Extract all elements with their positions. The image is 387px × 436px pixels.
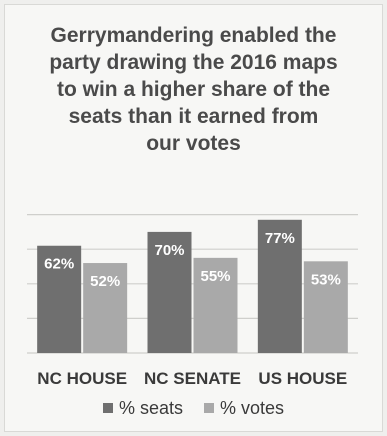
legend-swatch-seats <box>102 403 113 413</box>
bar-seats <box>257 219 302 353</box>
legend-swatch-votes <box>204 403 214 413</box>
title-line: our votes <box>146 132 241 155</box>
legend-item-votes: % votes <box>204 398 284 419</box>
bar-votes <box>83 263 128 353</box>
data-label: 62% <box>44 256 74 273</box>
data-label: 70% <box>154 242 184 259</box>
x-tick-label: NC SENATE <box>144 369 241 388</box>
title-line: party drawing the 2016 maps <box>49 51 338 74</box>
bar-votes <box>193 257 238 353</box>
title-line: to win a higher share of the <box>56 78 331 101</box>
legend-label-seats: % seats <box>118 398 183 418</box>
data-label: 55% <box>200 268 230 285</box>
title-line: seats than it earned from <box>68 105 319 128</box>
legend: % seats % votes <box>0 398 387 419</box>
chart-title: Gerrymandering enabled the party drawing… <box>0 22 387 157</box>
data-label: 52% <box>90 273 120 290</box>
chart-card <box>4 4 383 432</box>
bar-votes <box>303 261 348 353</box>
x-tick-label: NC HOUSE <box>37 369 127 388</box>
data-label: 53% <box>311 271 341 288</box>
title-line: Gerrymandering enabled the <box>50 24 337 47</box>
x-tick-label: US HOUSE <box>258 369 347 388</box>
legend-label-votes: % votes <box>220 398 285 418</box>
bar-seats <box>37 245 82 353</box>
bar-seats <box>147 231 192 353</box>
data-label: 77% <box>265 230 295 247</box>
legend-item-seats: % seats <box>102 398 183 419</box>
